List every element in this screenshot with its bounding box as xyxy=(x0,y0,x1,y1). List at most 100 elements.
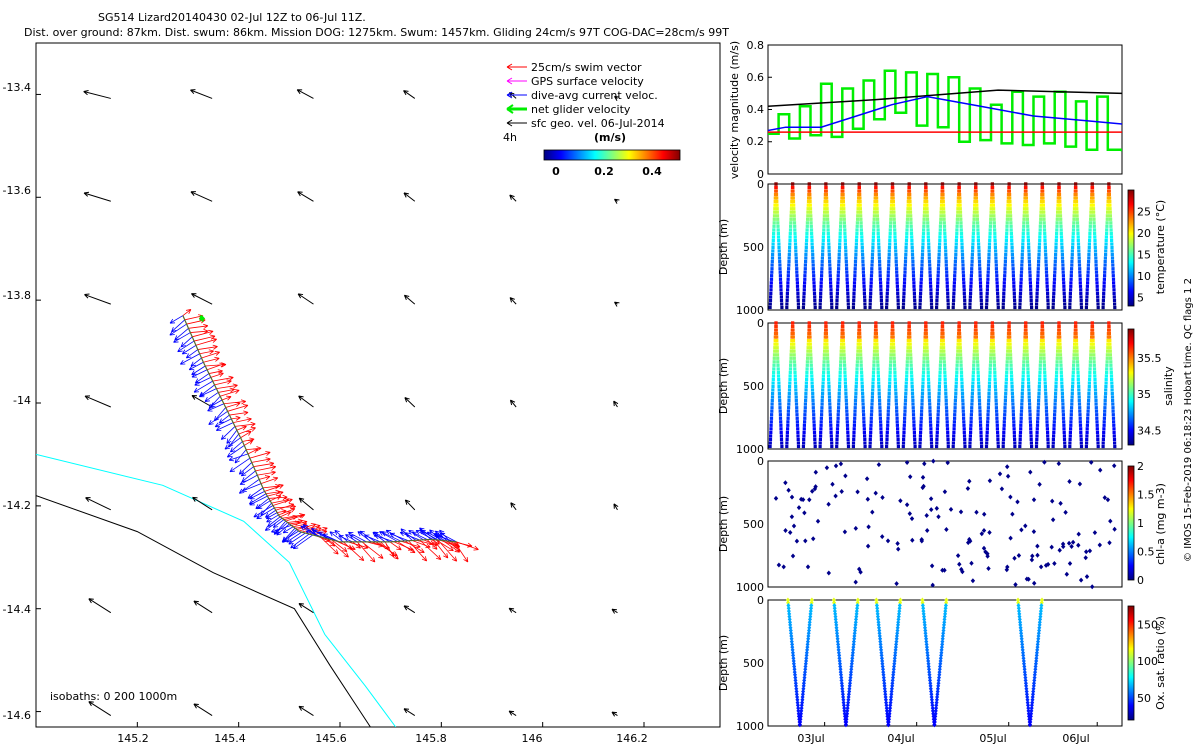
sal-point xyxy=(1052,423,1056,427)
sal-point xyxy=(858,332,862,336)
dac-vector xyxy=(256,500,271,510)
sal-point xyxy=(903,406,907,410)
temp-point xyxy=(1011,263,1015,267)
sal-point xyxy=(886,406,891,410)
temp-point xyxy=(1046,295,1050,299)
temp-point xyxy=(1037,253,1041,257)
sal-point xyxy=(835,430,839,434)
temp-point xyxy=(962,295,967,299)
temp-point xyxy=(889,214,893,218)
sal-point xyxy=(972,353,976,357)
oxygen-point xyxy=(935,686,940,692)
chlorophyll-point xyxy=(791,523,797,529)
sal-point xyxy=(1007,321,1011,325)
chlorophyll-point xyxy=(1067,561,1073,566)
chlorophyll-point xyxy=(799,496,804,502)
chlorophyll-point xyxy=(810,488,815,494)
temp-point xyxy=(1063,305,1067,310)
sal-point xyxy=(1029,423,1033,427)
sal-point xyxy=(1111,406,1115,410)
temp-point xyxy=(820,274,824,278)
temp-point xyxy=(777,245,781,250)
sal-point xyxy=(888,377,892,381)
temp-point xyxy=(811,253,815,257)
temp-point xyxy=(988,224,992,228)
sal-point xyxy=(821,392,825,396)
time-tick: 05Jul xyxy=(979,732,1006,745)
sal-point xyxy=(902,423,906,427)
sal-point xyxy=(1029,427,1033,431)
sal-point xyxy=(868,437,872,441)
temp-point xyxy=(827,253,831,257)
temp-point xyxy=(1071,245,1075,250)
sal-point xyxy=(1086,420,1090,424)
temp-point xyxy=(895,270,899,274)
temp-point xyxy=(929,298,933,302)
sal-point xyxy=(779,427,783,431)
temp-point xyxy=(904,249,908,253)
temp-point xyxy=(771,242,775,246)
chlorophyll-point xyxy=(955,553,961,559)
chlorophyll-point xyxy=(864,476,870,482)
sal-point xyxy=(1011,399,1015,403)
sal-point xyxy=(1057,328,1061,332)
temp-point xyxy=(852,298,856,302)
chlorophyll-point xyxy=(1089,459,1094,465)
sal-point xyxy=(1038,360,1043,364)
oxygen-point xyxy=(1019,636,1024,642)
sal-point xyxy=(996,444,1000,449)
sal-point xyxy=(913,437,917,441)
temp-point xyxy=(812,274,816,278)
chlorophyll-point xyxy=(842,529,848,535)
temp-point xyxy=(1055,217,1059,221)
temp-point xyxy=(945,281,949,285)
sal-point xyxy=(928,402,932,406)
temp-point xyxy=(818,298,822,302)
temp-point xyxy=(1062,284,1066,288)
temp-point xyxy=(918,298,922,302)
temp-point xyxy=(895,284,899,288)
temp-point xyxy=(1072,207,1077,211)
chlorophyll-point xyxy=(1016,553,1022,558)
temp-point xyxy=(1108,203,1112,207)
temp-point xyxy=(844,249,848,253)
temp-point xyxy=(1107,189,1111,193)
temp-point xyxy=(1090,182,1094,186)
temp-point xyxy=(991,196,995,200)
sal-point xyxy=(892,360,896,364)
temp-point xyxy=(1110,245,1114,250)
dac-vector xyxy=(271,524,292,533)
sal-point xyxy=(822,367,826,371)
sal-point xyxy=(920,395,924,399)
temp-point xyxy=(905,224,909,228)
legend-age-label: 4h xyxy=(503,131,517,144)
sal-point xyxy=(962,427,966,431)
temp-point xyxy=(911,274,916,278)
sal-point xyxy=(770,413,774,417)
temp-point xyxy=(862,284,866,288)
sal-point xyxy=(872,356,876,360)
sal-point xyxy=(1027,395,1031,399)
sal-point xyxy=(984,444,989,449)
sal-point xyxy=(794,392,798,396)
sal-point xyxy=(974,324,978,329)
temp-point xyxy=(1084,305,1088,310)
temp-point xyxy=(993,242,997,246)
temp-point xyxy=(888,224,893,228)
sal-point xyxy=(812,423,816,427)
colorbar-tick-label: 150 xyxy=(1137,618,1158,631)
sal-point xyxy=(846,430,850,434)
temp-point xyxy=(1036,277,1040,281)
temp-point xyxy=(969,277,973,281)
sfc-velocity-arrow xyxy=(191,394,213,408)
temp-point xyxy=(854,242,858,246)
temp-point xyxy=(811,256,815,260)
sal-point xyxy=(845,409,849,413)
oxygen-point xyxy=(891,672,896,678)
sal-point xyxy=(891,342,896,346)
temp-point xyxy=(1042,221,1046,225)
temp-point xyxy=(861,260,865,264)
sal-point xyxy=(794,388,798,392)
sal-point xyxy=(937,388,941,392)
temp-point xyxy=(837,260,841,264)
